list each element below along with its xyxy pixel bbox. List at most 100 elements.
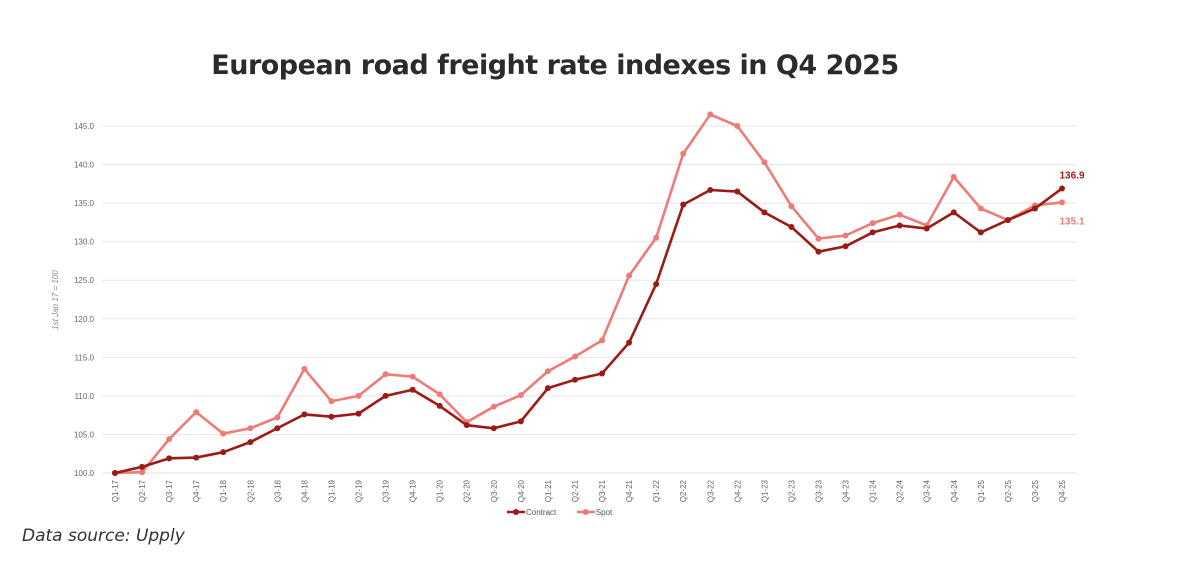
x-tick-label: Q3-19 <box>382 479 391 502</box>
x-tick-label: Q2-17 <box>138 479 147 502</box>
spot-point <box>869 220 876 227</box>
contract-point <box>707 187 714 194</box>
spot-point <box>950 173 957 180</box>
legend-item-spot: Spot <box>576 508 613 517</box>
x-tick-label: Q2-22 <box>679 479 688 502</box>
end-labels: 136.9 135.1 <box>1059 170 1084 227</box>
series-lines <box>112 111 1065 476</box>
chart-title: European road freight rate indexes in Q4… <box>211 50 899 81</box>
spot-point <box>517 392 524 399</box>
contract-point <box>761 209 768 216</box>
spot-point <box>734 123 741 129</box>
x-tick-label: Q4-22 <box>733 479 742 502</box>
x-tick-label: Q3-24 <box>923 479 932 502</box>
contract-point <box>355 410 362 417</box>
contract-point <box>220 449 227 456</box>
spot-line <box>114 113 1063 475</box>
x-tick-label: Q1-25 <box>977 479 986 502</box>
contract-point <box>680 201 687 208</box>
x-tick-label: Q2-20 <box>463 479 472 502</box>
x-tick-label: Q4-21 <box>625 479 634 502</box>
y-tick-label: 140.0 <box>74 161 95 170</box>
y-tick-label: 125.0 <box>74 276 95 285</box>
contract-point <box>409 386 416 393</box>
contract-point <box>274 425 281 432</box>
x-axis-ticks: Q1-17 Q2-17 Q3-17 Q4-17 Q1-18 Q2-18 Q3-18 Q4-18… <box>111 479 1067 502</box>
series-spot <box>112 111 1065 476</box>
spot-point <box>193 409 200 416</box>
x-tick-label: Q4-25 <box>1058 479 1067 502</box>
legend-label: Spot <box>596 508 613 517</box>
spot-point <box>815 235 822 242</box>
gridlines <box>102 125 1076 474</box>
x-tick-label: Q4-18 <box>300 479 309 502</box>
spot-point <box>328 398 335 405</box>
contract-point <box>301 411 308 418</box>
contract-point <box>193 454 200 461</box>
spot-end-label: 135.1 <box>1059 216 1084 227</box>
x-tick-label: Q2-21 <box>571 479 580 502</box>
y-axis-label: 1st Jan 17 = 100 <box>51 270 60 330</box>
y-tick-label: 130.0 <box>74 238 95 247</box>
contract-point <box>436 402 443 409</box>
data-source-note: Data source: Upply <box>22 526 185 546</box>
contract-point <box>112 470 118 476</box>
contract-point <box>571 376 578 383</box>
x-tick-label: Q1-24 <box>869 479 878 502</box>
spot-point <box>1059 199 1065 206</box>
x-tick-label: Q3-22 <box>706 479 715 502</box>
spot-point <box>247 425 254 432</box>
spot-point <box>842 232 849 239</box>
spot-point <box>761 159 768 166</box>
x-tick-label: Q1-22 <box>652 479 661 502</box>
series-contract <box>112 185 1065 476</box>
legend-marker <box>582 509 589 515</box>
spot-point <box>409 373 416 380</box>
x-tick-label: Q2-18 <box>246 479 255 502</box>
y-tick-label: 115.0 <box>75 353 95 362</box>
contract-point <box>382 392 389 399</box>
spot-point <box>788 203 795 210</box>
contract-point <box>599 370 606 377</box>
x-tick-label: Q3-18 <box>273 479 282 502</box>
x-tick-label: Q4-19 <box>409 479 418 502</box>
contract-point <box>166 455 173 462</box>
x-tick-label: Q2-23 <box>787 479 796 502</box>
contract-point <box>977 229 984 236</box>
spot-point <box>220 430 227 437</box>
x-tick-label: Q2-24 <box>896 479 905 502</box>
spot-point <box>355 392 362 399</box>
spot-point <box>490 403 497 410</box>
x-tick-label: Q4-17 <box>192 479 201 502</box>
contract-point <box>139 463 146 470</box>
x-tick-label: Q1-20 <box>436 479 445 502</box>
x-tick-label: Q2-25 <box>1004 479 1013 502</box>
spot-point <box>653 234 660 241</box>
contract-point <box>517 418 524 425</box>
spot-point <box>382 371 389 378</box>
x-tick-label: Q3-25 <box>1031 479 1040 502</box>
x-tick-label: Q1-23 <box>760 479 769 502</box>
x-tick-label: Q1-17 <box>111 479 120 502</box>
contract-end-label: 136.9 <box>1059 170 1084 181</box>
x-tick-label: Q1-21 <box>544 479 553 502</box>
contract-point <box>842 243 849 250</box>
spot-point <box>571 353 578 360</box>
x-tick-label: Q4-23 <box>842 479 851 502</box>
contract-point <box>896 222 903 229</box>
spot-point <box>626 272 633 279</box>
x-tick-label: Q3-17 <box>165 479 174 502</box>
contract-point <box>950 209 957 216</box>
contract-point <box>1004 217 1011 224</box>
y-tick-label: 105.0 <box>74 430 95 439</box>
contract-point <box>734 188 741 195</box>
spot-point <box>599 337 606 344</box>
y-axis-ticks: 100.0 105.0 110.0 115.0 120.0 125.0 130.0 135.0… <box>74 122 95 478</box>
contract-point <box>653 281 660 288</box>
x-tick-label: Q4-20 <box>517 479 526 502</box>
spot-point <box>896 211 903 218</box>
contract-point <box>247 439 254 446</box>
y-tick-label: 135.0 <box>74 199 95 208</box>
legend-marker <box>513 509 519 515</box>
